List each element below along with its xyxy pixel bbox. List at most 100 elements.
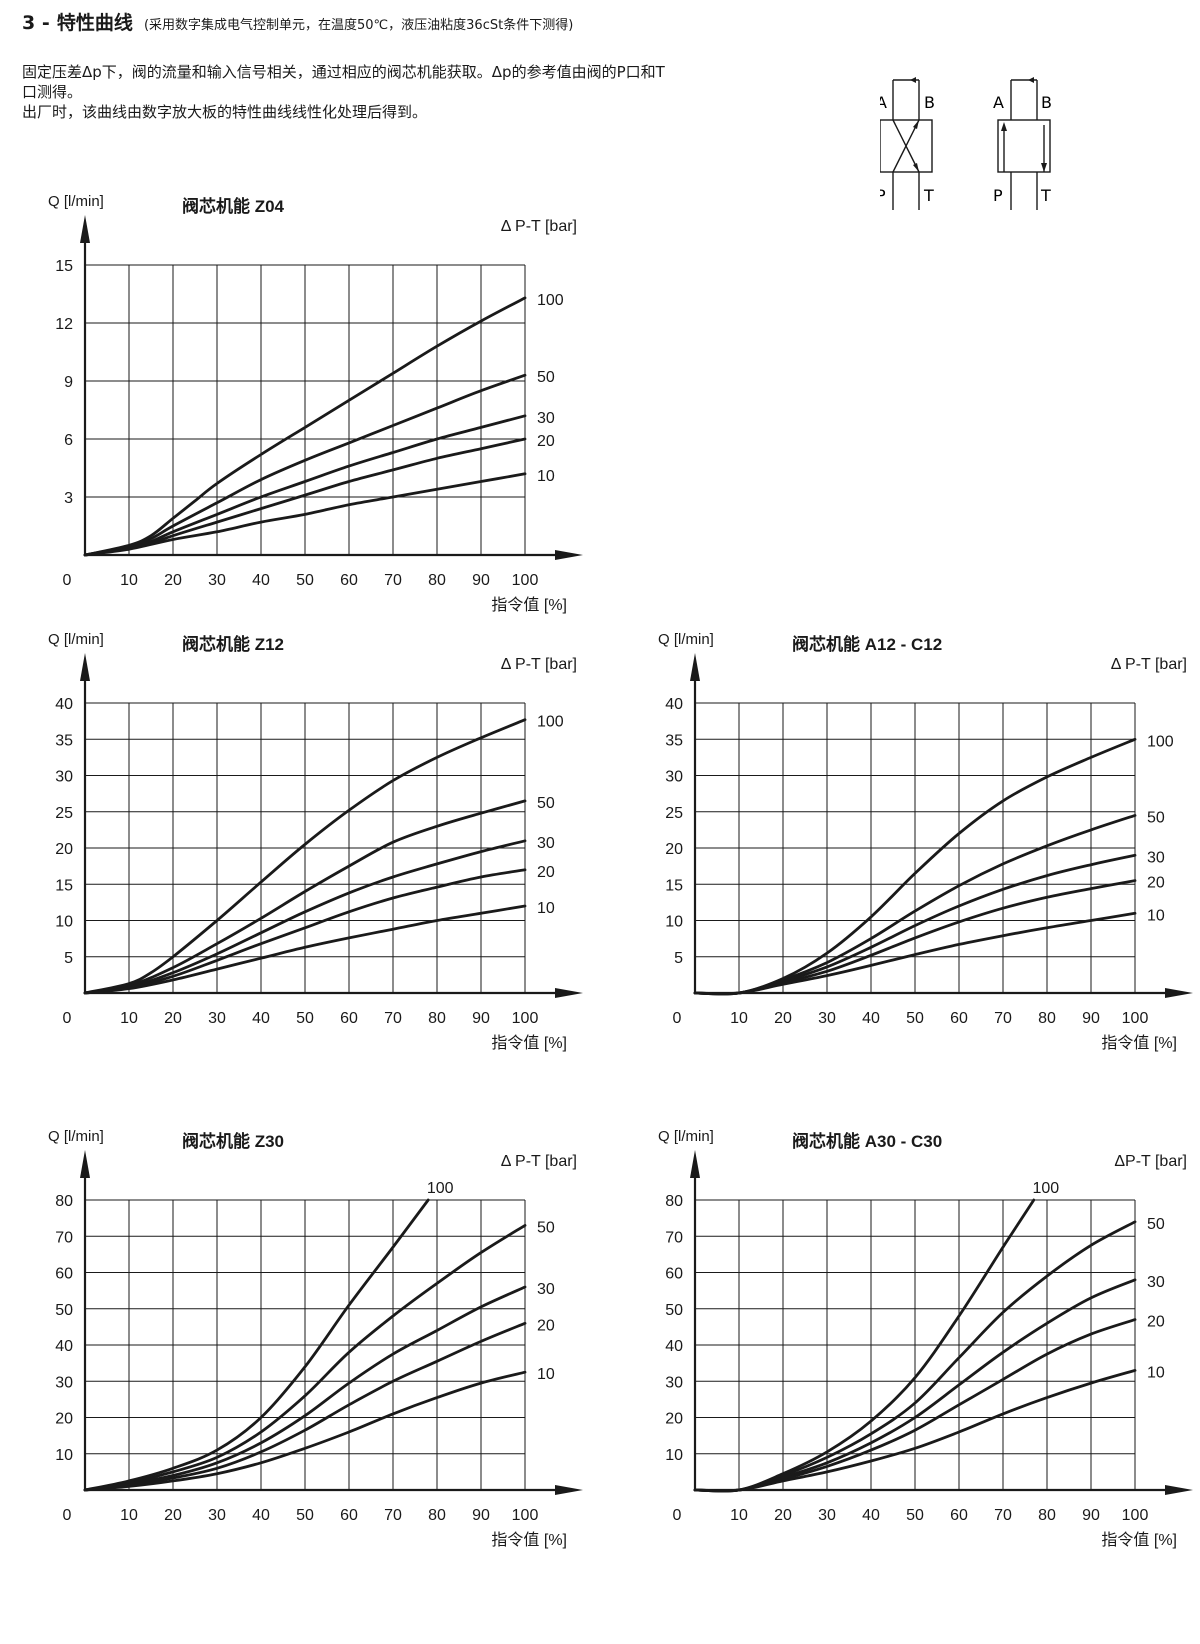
y-tick-label: 70: [55, 1229, 73, 1246]
series-end-label: 30: [537, 835, 555, 852]
x-tick-label: 90: [472, 1507, 490, 1524]
x-axis-label: 指令值 [%]: [491, 596, 567, 614]
valve-symbols: A B P T A B P T: [880, 77, 1052, 210]
series-end-label: 100: [537, 714, 564, 731]
port-label-p: P: [993, 186, 1003, 205]
legend-title: Δ P-T [bar]: [1111, 656, 1187, 673]
x-tick-label: 100: [512, 572, 539, 589]
series-line: [83, 373, 527, 557]
valve-symbol-crossed: [880, 77, 933, 210]
x-tick-label: 60: [340, 1507, 358, 1524]
x-tick-label: 100: [1122, 1010, 1149, 1027]
x-tick-label: 60: [950, 1010, 968, 1027]
legend-title: Δ P-T [bar]: [501, 218, 577, 235]
y-tick-label: 40: [55, 696, 73, 713]
y-tick-label: 30: [665, 1374, 683, 1391]
x-tick-label: 80: [428, 572, 446, 589]
y-tick-label: 70: [665, 1229, 683, 1246]
y-tick-label: 12: [55, 316, 73, 333]
y-tick-label: 20: [55, 841, 73, 858]
series-line: [693, 1369, 1137, 1493]
section-title: 特性曲线: [56, 12, 133, 34]
y-tick-label: 30: [55, 769, 73, 786]
x-tick-label: 100: [512, 1010, 539, 1027]
x-tick-label: 50: [296, 1010, 314, 1027]
chart-title: 阀芯机能 Z30: [182, 1131, 284, 1151]
y-tick-label: 10: [665, 914, 683, 931]
series-end-label: 100: [1147, 733, 1174, 750]
x-tick-label: 10: [120, 572, 138, 589]
chart-a12-c12: 10 20 30 40 50 60 70 80 90 100 5 10 15 20 25 30 35 40 0 Q […: [658, 631, 1193, 1052]
legend-title: Δ P-T [bar]: [501, 656, 577, 673]
x-axis-label: 指令值 [%]: [1101, 1531, 1177, 1549]
y-tick-label: 30: [55, 1374, 73, 1391]
x-axis-arrow: [555, 1485, 583, 1495]
valve-symbol-box: [997, 119, 1051, 173]
x-tick-label: 20: [774, 1010, 792, 1027]
x-tick-label: 30: [818, 1010, 836, 1027]
x-axis-arrow: [555, 550, 583, 560]
x-axis-label: 指令值 [%]: [491, 1531, 567, 1549]
y-tick-label: 6: [64, 432, 73, 449]
series-end-label: 50: [537, 1219, 555, 1236]
series-end-label: 50: [537, 795, 555, 812]
series-line: [83, 1321, 527, 1492]
y-tick-label: 30: [665, 769, 683, 786]
series-line: [83, 296, 527, 557]
series-end-label: 10: [537, 900, 555, 917]
y-axis-label: Q [l/min]: [658, 631, 714, 648]
y-tick-label: 40: [665, 696, 683, 713]
y-tick-label: 50: [665, 1302, 683, 1319]
chart-z12: 10 20 30 40 50 60 70 80 90 100 5 10 15 20 25 30 35 40 0 Q […: [48, 631, 583, 1052]
valve-symbol-parallel: [997, 77, 1051, 210]
x-tick-label: 20: [774, 1507, 792, 1524]
chart-grid: [695, 702, 1136, 993]
x-tick-label: 90: [472, 572, 490, 589]
chart-title: 阀芯机能 Z04: [182, 196, 285, 216]
y-axis-arrow: [80, 215, 90, 243]
origin-label: 0: [63, 572, 72, 589]
y-tick-label: 35: [665, 732, 683, 749]
x-tick-label: 60: [340, 1010, 358, 1027]
y-tick-label: 9: [64, 374, 73, 391]
series-end-label: 20: [537, 864, 555, 881]
y-tick-label: 15: [55, 258, 73, 275]
chart-grid: [85, 1199, 526, 1490]
y-axis-label: Q [l/min]: [48, 631, 104, 648]
origin-label: 0: [63, 1010, 72, 1027]
y-tick-label: 40: [665, 1338, 683, 1355]
x-tick-label: 60: [340, 572, 358, 589]
series-line: [83, 799, 527, 995]
chart-title: 阀芯机能 A12 - C12: [792, 634, 942, 654]
port-label-p: P: [880, 186, 886, 205]
series-line: [83, 1285, 527, 1492]
y-axis-arrow: [80, 1150, 90, 1178]
y-axis-label: Q [l/min]: [658, 1128, 714, 1145]
y-tick-label: 40: [55, 1338, 73, 1355]
chart-grid: [695, 1199, 1136, 1490]
port-label-b: B: [924, 93, 935, 112]
x-tick-label: 50: [906, 1010, 924, 1027]
x-tick-label: 60: [950, 1507, 968, 1524]
x-tick-label: 80: [1038, 1010, 1056, 1027]
y-tick-label: 80: [55, 1193, 73, 1210]
x-tick-label: 20: [164, 572, 182, 589]
x-tick-label: 50: [906, 1507, 924, 1524]
x-tick-label: 50: [296, 572, 314, 589]
series-end-label: 100: [537, 292, 564, 309]
x-tick-label: 20: [164, 1010, 182, 1027]
origin-label: 0: [673, 1507, 682, 1524]
series-end-label: 30: [537, 1281, 555, 1298]
y-tick-label: 10: [665, 1447, 683, 1464]
port-label-a: A: [880, 93, 887, 112]
x-tick-label: 70: [384, 1507, 402, 1524]
x-tick-label: 40: [252, 1507, 270, 1524]
x-tick-label: 90: [1082, 1010, 1100, 1027]
y-axis-arrow: [690, 1150, 700, 1178]
series-line: [83, 1370, 527, 1492]
test-conditions: (采用数字集成电气控制单元，在温度50℃，液压油粘度36cSt条件下测得): [143, 18, 574, 33]
x-axis-arrow: [1165, 988, 1193, 998]
x-tick-label: 50: [296, 1507, 314, 1524]
series-end-label: 30: [1147, 1274, 1165, 1291]
series-end-label: 20: [1147, 875, 1165, 892]
